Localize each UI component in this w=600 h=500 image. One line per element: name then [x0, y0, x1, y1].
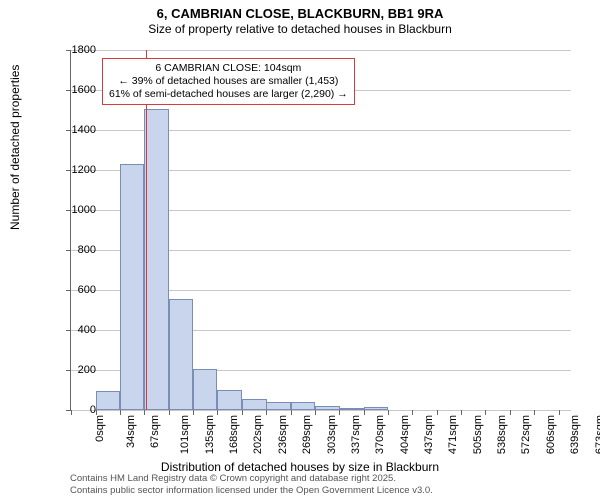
xtick-label: 437sqm [423, 415, 435, 454]
xtick-label: 303sqm [326, 415, 338, 454]
xtick-label: 606sqm [545, 415, 557, 454]
xtick-label: 337sqm [350, 415, 362, 454]
annotation-line3: 61% of semi-detached houses are larger (… [109, 88, 348, 101]
annotation-line1: 6 CAMBRIAN CLOSE: 104sqm [109, 62, 348, 75]
ytick-label: 400 [56, 324, 96, 336]
xtick-label: 168sqm [228, 415, 240, 454]
annotation-line2: ← 39% of detached houses are smaller (1,… [109, 75, 348, 88]
xtick-label: 404sqm [399, 415, 411, 454]
ytick-label: 1400 [56, 124, 96, 136]
xtick-mark [242, 410, 243, 415]
xtick-label: 0sqm [94, 415, 106, 442]
chart-title-block: 6, CAMBRIAN CLOSE, BLACKBURN, BB1 9RA Si… [0, 0, 600, 36]
xtick-label: 572sqm [521, 415, 533, 454]
xtick-mark [534, 410, 535, 415]
ytick-label: 200 [56, 364, 96, 376]
xtick-label: 538sqm [496, 415, 508, 454]
footer-line1: Contains HM Land Registry data © Crown c… [70, 473, 433, 484]
xtick-label: 101sqm [179, 415, 191, 454]
ytick-label: 1200 [56, 164, 96, 176]
histogram-bar [217, 390, 242, 410]
histogram-bar [266, 402, 291, 410]
xtick-mark [291, 410, 292, 415]
xtick-mark [437, 410, 438, 415]
chart-title-sub: Size of property relative to detached ho… [0, 22, 600, 36]
annotation-box: 6 CAMBRIAN CLOSE: 104sqm ← 39% of detach… [102, 58, 355, 105]
xtick-label: 34sqm [125, 415, 137, 448]
ytick-label: 600 [56, 284, 96, 296]
xtick-mark [388, 410, 389, 415]
xtick-mark [217, 410, 218, 415]
xtick-mark [120, 410, 121, 415]
gridline [71, 410, 571, 411]
xtick-label: 639sqm [569, 415, 581, 454]
xtick-label: 370sqm [374, 415, 386, 454]
x-axis-label: Distribution of detached houses by size … [0, 460, 600, 474]
xtick-label: 269sqm [301, 415, 313, 454]
chart-title-main: 6, CAMBRIAN CLOSE, BLACKBURN, BB1 9RA [0, 6, 600, 21]
histogram-bar [339, 408, 364, 410]
xtick-label: 673sqm [594, 415, 600, 454]
xtick-mark [364, 410, 365, 415]
histogram-bar [291, 402, 316, 410]
xtick-mark [485, 410, 486, 415]
xtick-label: 236sqm [277, 415, 289, 454]
ytick-label: 0 [56, 404, 96, 416]
histogram-bar [364, 407, 389, 410]
xtick-mark [559, 410, 560, 415]
xtick-mark [193, 410, 194, 415]
xtick-label: 505sqm [472, 415, 484, 454]
histogram-bar [242, 399, 267, 410]
xtick-label: 471sqm [447, 415, 459, 454]
xtick-label: 67sqm [149, 415, 161, 448]
xtick-label: 135sqm [204, 415, 216, 454]
histogram-bar [144, 109, 169, 410]
xtick-mark [144, 410, 145, 415]
xtick-mark [315, 410, 316, 415]
xtick-mark [266, 410, 267, 415]
histogram-bar [315, 406, 340, 410]
histogram-bar [169, 299, 194, 410]
xtick-mark [339, 410, 340, 415]
histogram-bar [193, 369, 218, 410]
footer-attribution: Contains HM Land Registry data © Crown c… [70, 473, 433, 496]
histogram-bar [96, 391, 121, 410]
histogram-bar [120, 164, 145, 410]
xtick-mark [461, 410, 462, 415]
y-axis-label: Number of detached properties [8, 65, 22, 230]
xtick-mark [510, 410, 511, 415]
xtick-mark [169, 410, 170, 415]
ytick-label: 1000 [56, 204, 96, 216]
ytick-label: 800 [56, 244, 96, 256]
xtick-label: 202sqm [253, 415, 265, 454]
xtick-mark [412, 410, 413, 415]
ytick-label: 1800 [56, 44, 96, 56]
ytick-label: 1600 [56, 84, 96, 96]
footer-line2: Contains public sector information licen… [70, 485, 433, 496]
